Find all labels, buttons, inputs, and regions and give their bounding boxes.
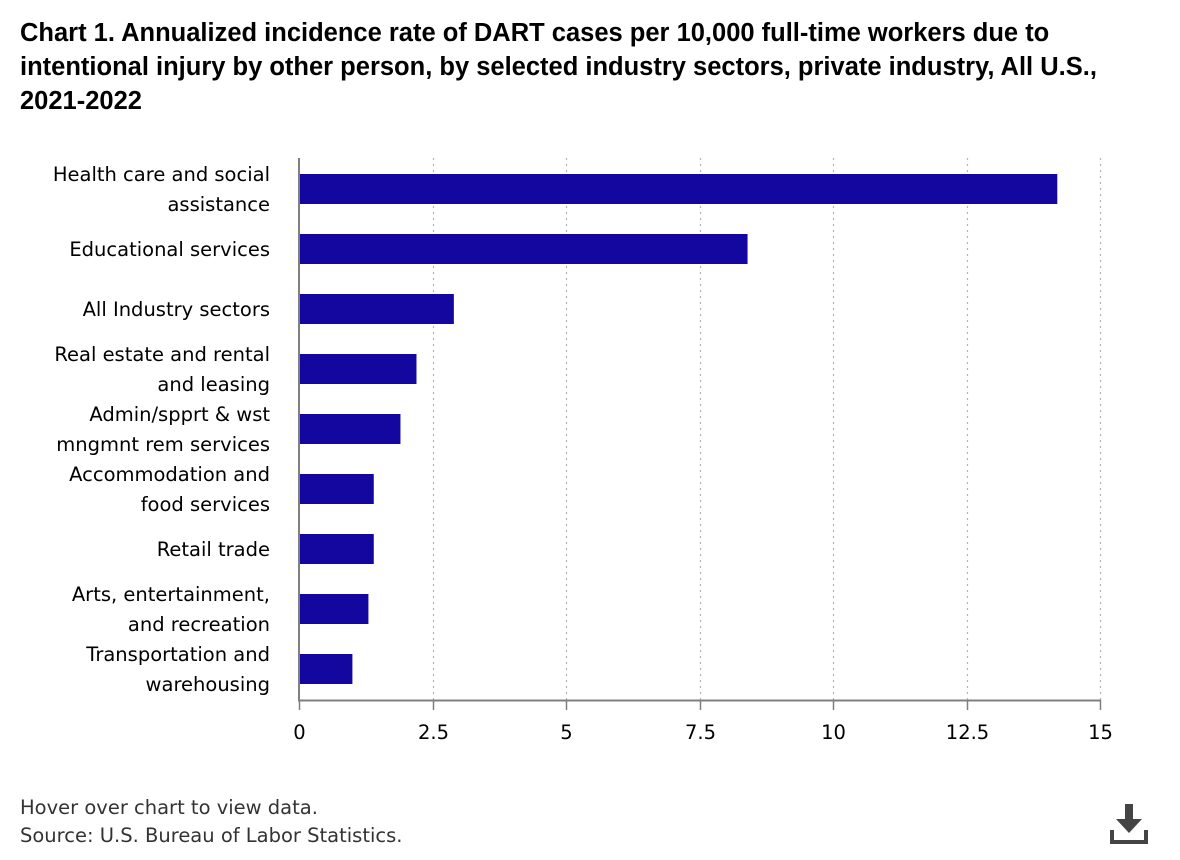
source-note: Source: U.S. Bureau of Labor Statistics. bbox=[20, 824, 403, 847]
bar-6[interactable]: Retail trade: 1.4 bbox=[300, 534, 374, 564]
axes bbox=[298, 158, 1102, 710]
bars[interactable]: Health care and social assistance: 14.2 E… bbox=[300, 174, 1058, 684]
category-label-2: All Industry sectors bbox=[83, 298, 270, 321]
category-label-7: Arts, entertainment, and recreation bbox=[72, 583, 270, 636]
bar-2[interactable]: All Industry sectors: 2.9 bbox=[300, 294, 454, 324]
x-tick-labels: 0 2.5 5 7.5 10 12.5 15 bbox=[293, 721, 1113, 744]
category-label-6: Retail trade bbox=[157, 538, 270, 561]
download-button[interactable] bbox=[1106, 802, 1152, 848]
bar-5[interactable]: Accommodation and food services: 1.4 bbox=[300, 474, 374, 504]
bar-8[interactable]: Transportation and warehousing: 1 bbox=[300, 654, 353, 684]
chart-footnotes: Hover over chart to view data. Source: U… bbox=[20, 794, 403, 850]
x-tick-label-5: 12.5 bbox=[946, 721, 989, 744]
x-tick-label-4: 10 bbox=[821, 721, 846, 744]
x-tick-label-3: 7.5 bbox=[685, 721, 716, 744]
bar-3[interactable]: Real estate and rental and leasing: 2.2 bbox=[300, 354, 417, 384]
category-label-4: Admin/spprt & wst mngmnt rem services bbox=[56, 403, 270, 456]
category-label-3: Real estate and rental and leasing bbox=[54, 343, 270, 396]
category-label-1: Educational services bbox=[69, 238, 270, 261]
download-icon bbox=[1110, 804, 1148, 844]
bar-1[interactable]: Educational services: 8.4 bbox=[300, 234, 748, 264]
x-tick-label-0: 0 bbox=[293, 721, 305, 744]
category-label-8: Transportation and warehousing bbox=[85, 643, 270, 696]
category-label-5: Accommodation and food services bbox=[69, 463, 270, 516]
x-tick-label-1: 2.5 bbox=[418, 721, 449, 744]
hover-note: Hover over chart to view data. bbox=[20, 796, 318, 819]
category-label-0: Health care and social assistance bbox=[53, 163, 270, 216]
x-tick-label-6: 15 bbox=[1088, 721, 1113, 744]
bar-4[interactable]: Admin/spprt & wst mngmnt rem services: 1… bbox=[300, 414, 401, 444]
bar-0[interactable]: Health care and social assistance: 14.2 bbox=[300, 174, 1058, 204]
category-labels: Health care and social assistance Educatio… bbox=[53, 163, 271, 696]
bar-7[interactable]: Arts, entertainment, and recreation: 1.3 bbox=[300, 594, 369, 624]
chart-title: Chart 1. Annualized incidence rate of DA… bbox=[20, 19, 1097, 115]
x-tick-label-2: 5 bbox=[560, 721, 572, 744]
bar-chart[interactable]: Health care and social assistance: 14.2 E… bbox=[0, 0, 1180, 780]
